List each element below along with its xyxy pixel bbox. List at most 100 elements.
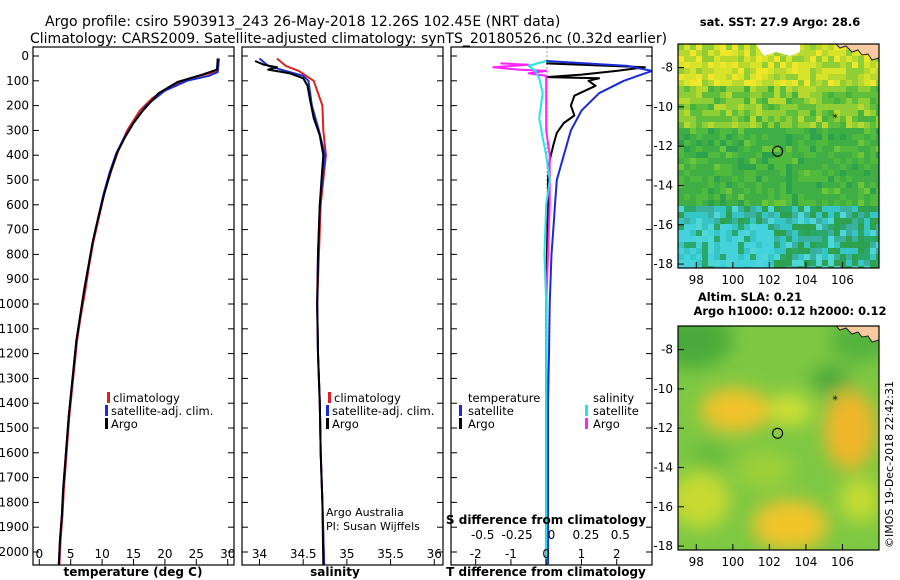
sst-cell [774, 140, 780, 146]
sst-cell [696, 68, 702, 74]
sst-cell [744, 266, 750, 268]
sst-cell [714, 134, 720, 140]
depth-tick-label: 100 [6, 74, 29, 88]
figure-subtitle: Climatology: CARS2009. Satellite-adjuste… [30, 31, 667, 47]
sst-cell [840, 260, 846, 266]
sst-cell [684, 176, 690, 182]
sst-cell [738, 206, 744, 212]
sst-cell [690, 86, 696, 92]
sst-cell [870, 98, 876, 104]
sst-cell [750, 248, 756, 254]
sst-cell [738, 56, 744, 62]
sst-cell [852, 80, 858, 86]
x2-tick-label: -0.25 [502, 528, 533, 542]
sst-cell [816, 50, 822, 56]
sst-cell [780, 206, 786, 212]
sst-cell [810, 110, 816, 116]
sst-cell [750, 44, 756, 50]
sst-cell [858, 224, 864, 230]
sst-cell [870, 248, 876, 254]
sst-cell [792, 260, 798, 266]
sst-cell [840, 242, 846, 248]
sst-cell [864, 74, 870, 80]
sst-cell [852, 242, 858, 248]
sst-cell [816, 218, 822, 224]
sst-cell [864, 68, 870, 74]
sst-cell [738, 248, 744, 254]
sst-cell [846, 236, 852, 242]
sst-cell [684, 248, 690, 254]
sst-cell [762, 110, 768, 116]
sst-cell [852, 158, 858, 164]
depth-tick-label: 2000 [0, 545, 29, 559]
sst-cell [762, 182, 768, 188]
sst-cell [756, 176, 762, 182]
sst-cell [846, 188, 852, 194]
sst-cell [876, 182, 879, 188]
series-climatology [58, 58, 220, 565]
sst-cell [744, 248, 750, 254]
sst-cell [696, 212, 702, 218]
sst-cell [864, 116, 870, 122]
sst-cell [792, 128, 798, 134]
sst-cell [684, 98, 690, 104]
x-tick-label: 34.5 [290, 547, 317, 561]
sst-cell [810, 176, 816, 182]
sst-cell [780, 92, 786, 98]
sst-map-frame [677, 43, 880, 269]
sst-cell [774, 230, 780, 236]
sst-cell [762, 188, 768, 194]
legend-label-satellite-t: satellite [468, 404, 514, 418]
sst-cell [720, 194, 726, 200]
sst-cell [714, 92, 720, 98]
sst-cell [684, 212, 690, 218]
sst-cell [750, 92, 756, 98]
sst-cell [768, 200, 774, 206]
sst-cell [816, 254, 822, 260]
sst-cell [858, 98, 864, 104]
sst-cell [750, 104, 756, 110]
legend-label-climatology: climatology [113, 391, 180, 405]
sst-cell [786, 236, 792, 242]
sst-cell [726, 170, 732, 176]
sst-cell [816, 224, 822, 230]
sst-cell [846, 260, 852, 266]
sst-cell [684, 86, 690, 92]
sst-cell [810, 104, 816, 110]
sst-cell [828, 164, 834, 170]
sst-cell [702, 218, 708, 224]
sst-cell [756, 122, 762, 128]
sst-cell [810, 140, 816, 146]
sst-cell [762, 206, 768, 212]
sst-cell [876, 200, 879, 206]
sst-cell [696, 140, 702, 146]
sst-cell [852, 260, 858, 266]
sst-cell [696, 116, 702, 122]
sst-cell [750, 74, 756, 80]
map-y-tick-label: -16 [653, 500, 673, 514]
sst-cell [834, 188, 840, 194]
sst-cell [702, 74, 708, 80]
sst-cell [810, 170, 816, 176]
sst-cell [762, 152, 768, 158]
sst-cell [822, 248, 828, 254]
sst-cell [726, 80, 732, 86]
sst-cell [750, 134, 756, 140]
sst-cell [792, 206, 798, 212]
sst-cell [678, 116, 684, 122]
sst-cell [750, 206, 756, 212]
sst-cell [804, 122, 810, 128]
sst-cell [786, 146, 792, 152]
sst-cell [720, 218, 726, 224]
sst-cell [876, 152, 879, 158]
sst-cell [750, 122, 756, 128]
sst-cell [816, 242, 822, 248]
sst-cell [798, 164, 804, 170]
sst-cell [876, 260, 879, 266]
sst-cell [822, 170, 828, 176]
sst-cell [852, 146, 858, 152]
sst-cell [732, 104, 738, 110]
sst-cell [810, 50, 816, 56]
sst-cell [810, 254, 816, 260]
sst-cell [780, 152, 786, 158]
